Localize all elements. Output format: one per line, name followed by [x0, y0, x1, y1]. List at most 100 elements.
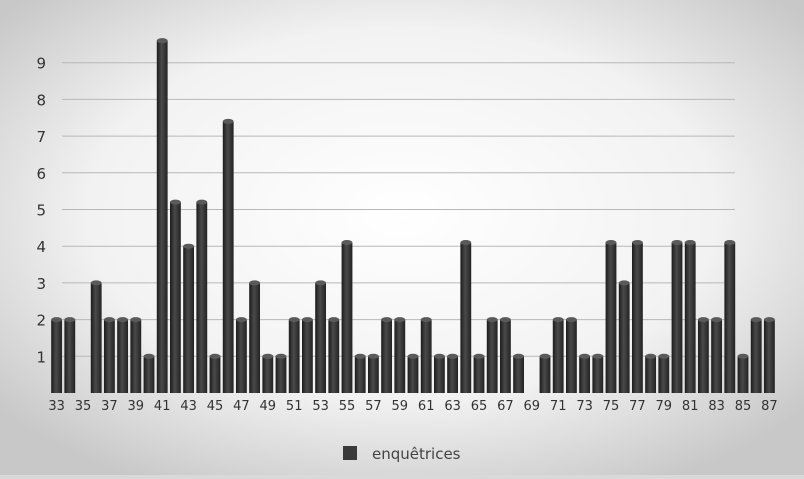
bar	[381, 317, 393, 393]
bar-cap	[222, 118, 234, 124]
bar-cap	[196, 199, 208, 205]
bar-cap	[539, 353, 551, 359]
bar	[420, 317, 432, 393]
bar-body	[565, 319, 577, 393]
bar-cap	[724, 240, 736, 246]
y-tick-label: 2	[36, 312, 46, 330]
bar	[618, 280, 630, 393]
bar-cap	[671, 240, 683, 246]
bar-cap	[156, 38, 168, 44]
bar-cap	[275, 353, 287, 359]
bar-cap	[763, 317, 775, 323]
x-tick-label: 73	[576, 399, 593, 414]
bar-body	[684, 242, 696, 393]
bar	[301, 317, 313, 393]
bar	[658, 353, 670, 393]
x-tick-label: 41	[154, 399, 171, 414]
bar	[222, 118, 234, 394]
bar	[64, 317, 76, 393]
bar-body	[196, 202, 208, 393]
y-axis: 1 2 3 4 5 6 7 8 9	[36, 55, 46, 367]
bar-cap	[631, 240, 643, 246]
bar-body	[64, 319, 76, 393]
bar	[117, 317, 129, 393]
bar-cap	[354, 353, 366, 359]
bar-cap	[750, 317, 762, 323]
bar-cap	[486, 317, 498, 323]
bar	[209, 353, 221, 393]
bar-cap	[684, 240, 696, 246]
bar-cap	[90, 280, 102, 286]
bar	[367, 353, 379, 393]
bar-body	[671, 242, 683, 393]
bar-body	[618, 282, 630, 393]
bar	[235, 317, 247, 393]
x-tick-label: 71	[550, 399, 567, 414]
y-tick-label: 8	[36, 91, 46, 109]
bar-body	[486, 319, 498, 393]
bar-body	[645, 356, 657, 393]
bar	[156, 38, 168, 394]
y-tick-label: 4	[36, 238, 46, 256]
bar-cap	[117, 317, 129, 323]
bar-cap	[103, 317, 115, 323]
bar-body	[763, 319, 775, 393]
bar-body	[420, 319, 432, 393]
bar-cap	[315, 280, 327, 286]
x-tick-label: 37	[101, 399, 118, 414]
x-tick-label: 85	[735, 399, 752, 414]
bar-cap	[169, 199, 181, 205]
bar-body	[605, 242, 617, 393]
legend-label: enquêtrices	[372, 445, 461, 463]
bar-body	[552, 319, 564, 393]
bar-cap	[711, 317, 723, 323]
bar-body	[117, 319, 129, 393]
bar-cap	[605, 240, 617, 246]
bar	[684, 240, 696, 393]
bar-cap	[183, 243, 195, 249]
bar-cap	[658, 353, 670, 359]
bar-cap	[143, 353, 155, 359]
bar-cap	[367, 353, 379, 359]
bar-body	[579, 356, 591, 393]
x-tick-label: 75	[603, 399, 620, 414]
bar	[671, 240, 683, 393]
bar	[579, 353, 591, 393]
x-tick-label: 53	[312, 399, 329, 414]
bar-body	[130, 319, 142, 393]
bar-cap	[420, 317, 432, 323]
bar	[275, 353, 287, 393]
bar-body	[354, 356, 366, 393]
bar	[315, 280, 327, 393]
bar-cap	[592, 353, 604, 359]
bar-body	[711, 319, 723, 393]
bar	[605, 240, 617, 393]
bar-cap	[328, 317, 340, 323]
x-tick-label: 81	[682, 399, 699, 414]
x-tick-label: 87	[761, 399, 778, 414]
bar-body	[394, 319, 406, 393]
bar-body	[288, 319, 300, 393]
bar	[499, 317, 511, 393]
bar	[341, 240, 353, 393]
bar-cap	[341, 240, 353, 246]
bar	[460, 240, 472, 393]
legend: enquêtrices	[343, 445, 461, 463]
bar-body	[367, 356, 379, 393]
bar	[565, 317, 577, 393]
bar-body	[658, 356, 670, 393]
bar-cap	[473, 353, 485, 359]
bar-body	[103, 319, 115, 393]
bar-body	[539, 356, 551, 393]
bar-cap	[130, 317, 142, 323]
bar-body	[341, 242, 353, 393]
bars	[51, 38, 775, 394]
bar-body	[433, 356, 445, 393]
bar	[763, 317, 775, 393]
bar-body	[90, 282, 102, 393]
x-tick-label: 67	[497, 399, 514, 414]
x-tick-label: 43	[180, 399, 197, 414]
bar	[539, 353, 551, 393]
bar-body	[51, 319, 63, 393]
x-tick-label: 69	[524, 399, 541, 414]
